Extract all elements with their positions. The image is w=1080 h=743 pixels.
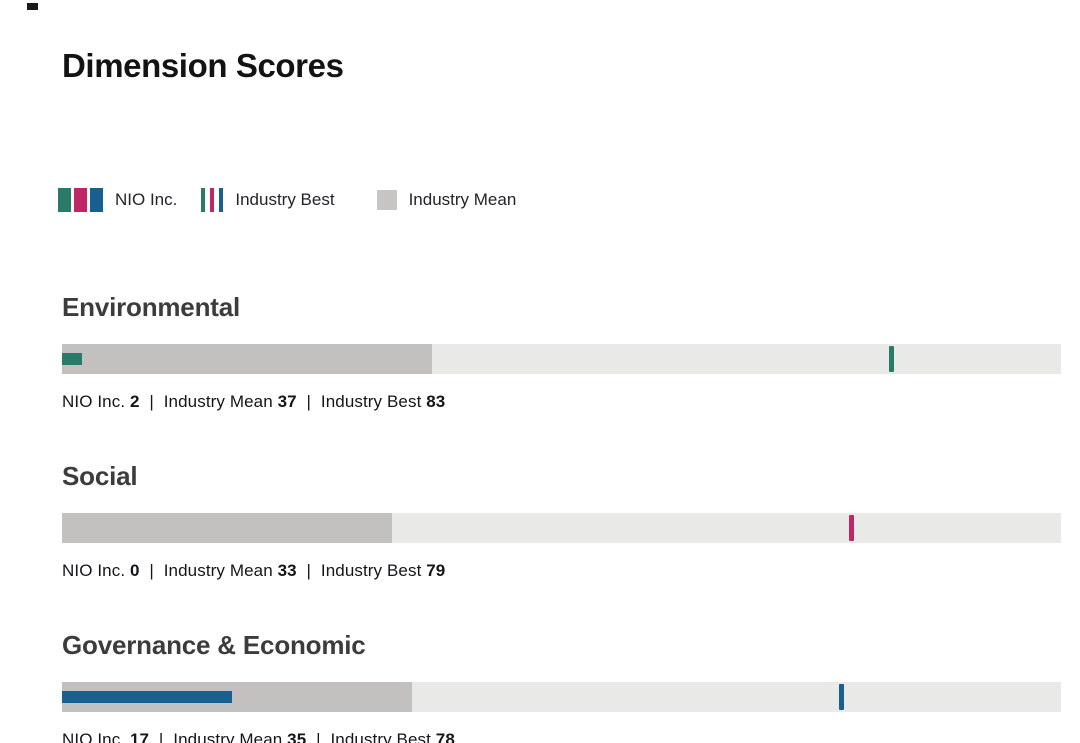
score-caption: NIO Inc. 0 | Industry Mean 33 | Industry…: [62, 560, 1061, 581]
caption-mean-value: 35: [287, 730, 307, 743]
caption-best-label: Industry Best: [320, 561, 422, 581]
caption-nio-label: NIO Inc.: [62, 392, 126, 412]
caption-nio-value: 17: [129, 730, 150, 743]
swatch-social: [74, 188, 87, 212]
legend-item-industry-best: Industry Best: [201, 188, 335, 212]
industry-best-marker: [889, 346, 895, 373]
legend-label-nio: NIO Inc.: [115, 190, 178, 209]
dimension-section: Social NIO Inc. 0 | Industry Mean 33 | I…: [62, 438, 1061, 598]
best-tick-governance: [219, 188, 224, 212]
legend-item-nio: NIO Inc.: [58, 188, 177, 212]
caption-separator: |: [158, 730, 164, 743]
caption-mean-label: Industry Mean: [173, 730, 283, 743]
industry-best-marker: [849, 515, 855, 542]
caption-separator: |: [149, 561, 154, 581]
industry-best-marker: [839, 684, 845, 711]
caption-nio-label: NIO Inc.: [62, 561, 126, 581]
caption-best-label: Industry Best: [330, 730, 431, 743]
dimension-heading: Environmental: [62, 291, 240, 322]
caption-best-label: Industry Best: [320, 392, 422, 412]
caption-separator: |: [306, 561, 312, 581]
dimension-heading: Governance & Economic: [62, 629, 366, 660]
industry-best-legend-swatch: [201, 188, 224, 212]
caption-mean-label: Industry Mean: [163, 392, 273, 412]
caption-separator: |: [149, 392, 154, 412]
dimension-heading: Social: [62, 460, 138, 491]
score-caption: NIO Inc. 17 | Industry Mean 35 | Industr…: [62, 729, 1061, 743]
caption-best-value: 79: [426, 561, 446, 581]
caption-mean-value: 37: [277, 392, 297, 412]
caption-mean-label: Industry Mean: [163, 561, 273, 581]
legend-label-industry-best: Industry Best: [235, 190, 335, 209]
screenshot-artifact: [27, 3, 38, 10]
dimension-section: Environmental NIO Inc. 2 | Industry Mean…: [62, 269, 1061, 429]
caption-mean-value: 33: [277, 561, 297, 581]
nio-legend-swatch: [58, 188, 103, 212]
caption-separator: |: [306, 392, 312, 412]
bar-track: [62, 513, 1061, 544]
nio-bar: [62, 691, 232, 704]
chart-legend: NIO Inc. Industry Best Industry Mean: [58, 187, 516, 213]
industry-mean-bar: [62, 513, 392, 544]
legend-item-industry-mean: Industry Mean: [376, 190, 517, 210]
dimension-section: Governance & Economic NIO Inc. 17 | Indu…: [62, 607, 1061, 743]
bar-track: [62, 344, 1061, 375]
industry-mean-legend-swatch: [376, 190, 397, 210]
caption-best-value: 83: [426, 392, 446, 412]
bar-track: [62, 682, 1061, 713]
caption-nio-value: 0: [129, 561, 140, 581]
industry-mean-bar: [62, 344, 432, 375]
best-tick-environmental: [201, 188, 206, 212]
caption-nio-value: 2: [129, 392, 140, 412]
page-title: Dimension Scores: [62, 47, 344, 85]
swatch-environmental: [58, 188, 71, 212]
caption-separator: |: [316, 730, 321, 743]
swatch-governance: [90, 188, 103, 212]
caption-best-value: 78: [435, 730, 455, 743]
caption-nio-label: NIO Inc.: [62, 730, 126, 743]
best-tick-social: [210, 188, 215, 212]
score-caption: NIO Inc. 2 | Industry Mean 37 | Industry…: [62, 391, 1061, 412]
nio-bar: [62, 353, 82, 366]
legend-label-industry-mean: Industry Mean: [408, 190, 517, 209]
